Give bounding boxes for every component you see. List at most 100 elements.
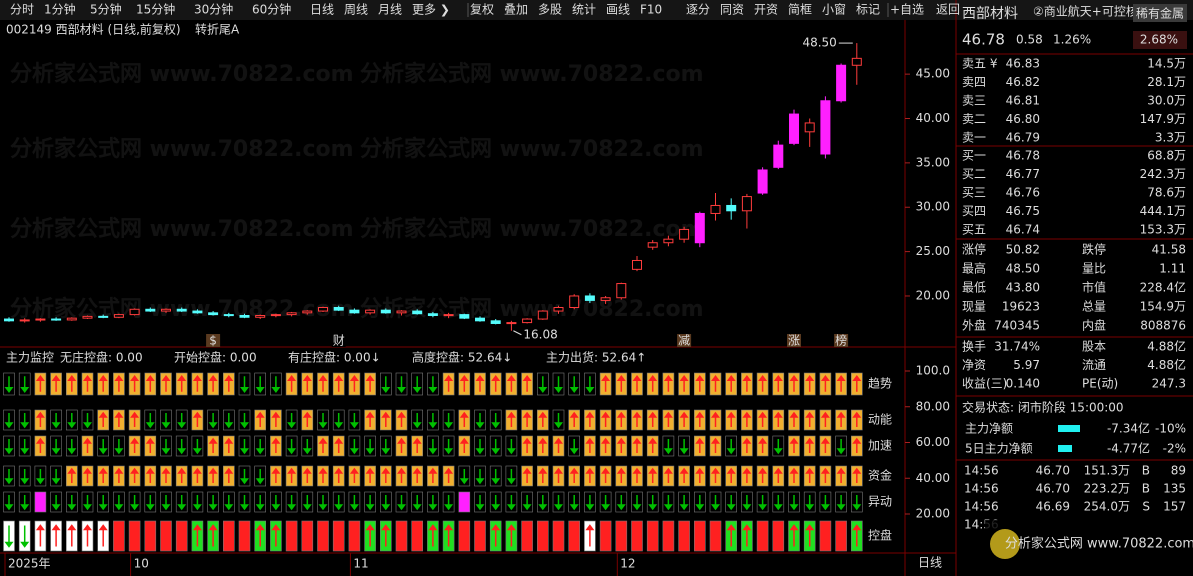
toolbar-button[interactable]: 开资 xyxy=(754,3,778,17)
toolbar-button[interactable]: 返回 xyxy=(936,3,960,17)
toolbar-button[interactable]: F10 xyxy=(640,3,662,17)
toolbar-button[interactable]: 周线 xyxy=(344,3,368,17)
signal-arrow xyxy=(632,467,642,483)
toolbar-button[interactable]: 同资 xyxy=(720,3,744,17)
signal-arrow xyxy=(381,376,391,393)
signal-arrow xyxy=(554,413,563,429)
amplitude: 2.68% xyxy=(1140,33,1178,47)
signal-arrow xyxy=(130,411,140,427)
signal-arrow xyxy=(742,411,752,427)
stat-label: 内盘 xyxy=(1082,318,1106,333)
signal-arrow xyxy=(632,437,642,453)
signal-cell xyxy=(631,520,643,552)
signal-arrow xyxy=(240,439,249,455)
signal-arrow xyxy=(522,437,532,453)
toolbar-button[interactable]: 复权 xyxy=(470,3,494,17)
signal-cell xyxy=(395,520,408,552)
signal-arrow xyxy=(67,495,77,511)
toolbar-button[interactable]: 简框 xyxy=(788,3,812,17)
signal-arrow xyxy=(616,411,626,427)
toolbar-button[interactable]: 更多 ❯ xyxy=(412,3,450,17)
signal-arrow xyxy=(161,413,171,429)
signal-arrow xyxy=(365,439,375,455)
candle-body xyxy=(506,322,517,325)
toolbar-button[interactable]: 多股 xyxy=(538,3,562,17)
toolbar-button[interactable]: 小窗 xyxy=(822,3,846,17)
candle-body xyxy=(223,314,234,317)
signal-arrow xyxy=(302,439,312,455)
signal-arrow xyxy=(491,439,501,455)
signal-arrow xyxy=(318,375,328,392)
signal-arrow xyxy=(161,439,171,455)
signal-arrow xyxy=(773,467,783,483)
fund-label: 流通 xyxy=(1082,358,1106,372)
signal-cell xyxy=(160,520,172,552)
logo-text: 分析家公式网 www.70822.com xyxy=(1005,536,1193,552)
toolbar-button[interactable]: 标记 xyxy=(856,3,880,17)
toolbar-button[interactable]: 分时 xyxy=(10,3,34,17)
signal-arrow xyxy=(789,411,799,427)
toolbar-button[interactable]: 月线 xyxy=(378,3,402,17)
candle-body xyxy=(270,314,281,317)
signal-arrow xyxy=(397,411,406,427)
toolbar-button[interactable]: 逐分 xyxy=(686,3,710,17)
signal-arrow xyxy=(114,411,124,427)
tick-price: 46.70 xyxy=(1036,482,1070,496)
signal-arrow xyxy=(758,495,768,511)
signal-cell xyxy=(819,520,832,552)
tag: 稀有金属 xyxy=(1136,6,1184,21)
indicator-legend: 主力出货: 52.64↑ xyxy=(546,350,646,365)
signal-arrow xyxy=(601,495,611,511)
signal-arrow xyxy=(789,524,799,547)
signal-arrow xyxy=(192,439,202,455)
signal-arrow xyxy=(695,495,705,511)
signal-arrow xyxy=(302,467,312,483)
signal-cell xyxy=(709,520,722,552)
tick-count: 135 xyxy=(1163,482,1186,496)
signal-arrow xyxy=(538,495,548,511)
signal-arrow xyxy=(397,495,406,511)
signal-arrow xyxy=(318,413,328,429)
signal-arrow xyxy=(491,524,501,547)
toolbar-button[interactable]: +自选 xyxy=(890,3,924,17)
toolbar-button[interactable]: 15分钟 xyxy=(136,2,175,17)
toolbar-button[interactable]: 5分钟 xyxy=(90,2,122,17)
signal-arrow xyxy=(271,495,281,511)
fund-label: 收益(三) xyxy=(962,377,1007,391)
toolbar-bg xyxy=(0,0,1193,20)
signal-arrow xyxy=(35,411,45,427)
signal-arrow xyxy=(585,467,595,483)
toolbar-button[interactable]: 画线 xyxy=(606,3,630,17)
toolbar-button[interactable]: 统计 xyxy=(572,3,596,17)
chart-title: 002149 西部材料 (日线,前复权) xyxy=(6,22,181,37)
signal-arrow xyxy=(334,437,344,453)
candle-body xyxy=(537,310,548,320)
signal-arrow xyxy=(475,495,485,511)
y-tick-label: 35.00 xyxy=(916,155,950,169)
book-price: 46.75 xyxy=(1006,204,1040,218)
signal-arrow xyxy=(349,467,359,483)
signal-arrow xyxy=(679,411,689,427)
toolbar-button[interactable]: 叠加 xyxy=(504,3,528,17)
toolbar-button[interactable]: 日线 xyxy=(310,3,334,17)
signal-cell xyxy=(772,520,785,552)
stat-label: 跌停 xyxy=(1082,242,1106,257)
stat-value: 43.80 xyxy=(1006,281,1040,295)
signal-arrow xyxy=(240,495,249,511)
candle-body xyxy=(333,307,344,311)
y-tick-label: 25.00 xyxy=(916,244,950,258)
signal-arrow xyxy=(412,495,422,511)
toolbar-button[interactable]: 30分钟 xyxy=(194,2,233,17)
signal-arrow xyxy=(114,375,124,392)
signal-arrow xyxy=(648,495,658,511)
signal-arrow xyxy=(98,524,108,547)
candle-body xyxy=(412,310,423,315)
stat-value: 19623 xyxy=(1002,300,1040,314)
signal-arrow xyxy=(145,413,155,429)
signal-arrow xyxy=(51,469,61,485)
signal-arrow xyxy=(663,411,673,427)
toolbar-button[interactable]: 60分钟 xyxy=(252,2,291,17)
signal-arrow xyxy=(208,495,218,511)
toolbar-button[interactable]: 1分钟 xyxy=(44,2,76,17)
signal-arrow xyxy=(365,495,375,511)
